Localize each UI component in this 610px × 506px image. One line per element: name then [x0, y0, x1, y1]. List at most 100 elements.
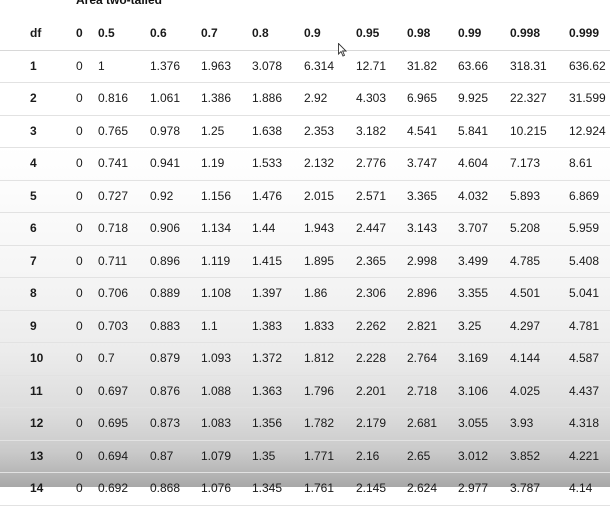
value-cell: 2.145	[356, 472, 407, 506]
value-cell: 0.87	[150, 440, 201, 473]
value-cell: 1.771	[304, 440, 356, 473]
df-cell: 8	[0, 277, 76, 311]
value-cell: 318.31	[510, 50, 569, 83]
value-cell: 7.173	[510, 147, 569, 181]
table-row: 8 0 0.706 0.889 1.108 1.397 1.86 2.306 2.896 3.35…	[0, 277, 610, 311]
df-cell: 5	[0, 180, 76, 213]
value-cell: 1.895	[304, 245, 356, 278]
value-cell: 0.718	[98, 212, 150, 246]
value-cell: 0	[76, 440, 98, 473]
value-cell: 5.959	[569, 212, 610, 246]
value-cell: 3.25	[458, 310, 510, 343]
value-cell: 0.879	[150, 342, 201, 376]
value-cell: 0	[76, 147, 98, 181]
value-cell: 1.638	[252, 115, 304, 148]
value-cell: 4.032	[458, 180, 510, 213]
value-cell: 3.012	[458, 440, 510, 473]
value-cell: 3.078	[252, 50, 304, 83]
value-cell: 0.889	[150, 277, 201, 311]
table-row: 1 0 1 1.376 1.963 3.078 6.314 12.71 31.82 63.66 31…	[0, 50, 610, 83]
value-cell: 0.727	[98, 180, 150, 213]
table-row: 9 0 0.703 0.883 1.1 1.383 1.833 2.262 2.821 3.25 4…	[0, 310, 610, 343]
value-cell: 0.868	[150, 472, 201, 506]
value-cell: 3.499	[458, 245, 510, 278]
value-cell: 2.16	[356, 440, 407, 473]
value-cell: 8.61	[569, 147, 610, 181]
value-cell: 2.764	[407, 342, 458, 376]
value-cell: 0.692	[98, 472, 150, 506]
value-cell: 0	[76, 212, 98, 246]
value-cell: 0.92	[150, 180, 201, 213]
value-cell: 1.833	[304, 310, 356, 343]
value-cell: 2.365	[356, 245, 407, 278]
value-cell: 5.893	[510, 180, 569, 213]
value-cell: 4.437	[569, 375, 610, 408]
t-distribution-table: df 0 0.5 0.6 0.7 0.8 0.9 0.95 0.98 0.99 0.998 0.999…	[0, 18, 610, 506]
value-cell: 0.706	[98, 277, 150, 311]
table-row: 2 0 0.816 1.061 1.386 1.886 2.92 4.303 6.965 9.92…	[0, 82, 610, 116]
table-header-row: df 0 0.5 0.6 0.7 0.8 0.9 0.95 0.98 0.99 0.998 0.999	[0, 18, 610, 51]
value-cell: 1.415	[252, 245, 304, 278]
value-cell: 1.886	[252, 82, 304, 116]
value-cell: 2.718	[407, 375, 458, 408]
value-cell: 1.076	[201, 472, 252, 506]
value-cell: 1.35	[252, 440, 304, 473]
value-cell: 63.66	[458, 50, 510, 83]
value-cell: 0.694	[98, 440, 150, 473]
value-cell: 0.703	[98, 310, 150, 343]
value-cell: 2.571	[356, 180, 407, 213]
value-cell: 0.697	[98, 375, 150, 408]
value-cell: 1.079	[201, 440, 252, 473]
value-cell: 2.132	[304, 147, 356, 181]
value-cell: 0.941	[150, 147, 201, 181]
df-cell: 13	[0, 440, 76, 473]
table-body: 1 0 1 1.376 1.963 3.078 6.314 12.71 31.82 63.66 31…	[0, 50, 610, 506]
value-cell: 0.906	[150, 212, 201, 246]
value-cell: 1.943	[304, 212, 356, 246]
value-cell: 1.376	[150, 50, 201, 83]
table-row: 4 0 0.741 0.941 1.19 1.533 2.132 2.776 3.747 4.60…	[0, 147, 610, 181]
value-cell: 4.604	[458, 147, 510, 181]
value-cell: 1.19	[201, 147, 252, 181]
df-cell: 3	[0, 115, 76, 148]
value-cell: 5.841	[458, 115, 510, 148]
value-cell: 2.179	[356, 407, 407, 441]
value-cell: 4.785	[510, 245, 569, 278]
df-cell: 12	[0, 407, 76, 441]
value-cell: 31.82	[407, 50, 458, 83]
value-cell: 3.707	[458, 212, 510, 246]
value-cell: 1.86	[304, 277, 356, 311]
value-cell: 3.055	[458, 407, 510, 441]
value-cell: 1.372	[252, 342, 304, 376]
value-cell: 2.353	[304, 115, 356, 148]
value-cell: 1.383	[252, 310, 304, 343]
value-cell: 6.869	[569, 180, 610, 213]
value-cell: 0	[76, 277, 98, 311]
value-cell: 5.208	[510, 212, 569, 246]
value-cell: 3.182	[356, 115, 407, 148]
table-row: 7 0 0.711 0.896 1.119 1.415 1.895 2.365 2.998 3.4…	[0, 245, 610, 278]
value-cell: 0	[76, 342, 98, 376]
value-cell: 3.747	[407, 147, 458, 181]
df-cell: 7	[0, 245, 76, 278]
header-area-col: 0.7	[201, 18, 252, 51]
value-cell: 4.587	[569, 342, 610, 376]
value-cell: 2.977	[458, 472, 510, 506]
value-cell: 0.978	[150, 115, 201, 148]
value-cell: 1.156	[201, 180, 252, 213]
value-cell: 1.356	[252, 407, 304, 441]
header-area-col: 0.99	[458, 18, 510, 51]
value-cell: 4.14	[569, 472, 610, 506]
value-cell: 12.924	[569, 115, 610, 148]
value-cell: 1.061	[150, 82, 201, 116]
value-cell: 5.408	[569, 245, 610, 278]
value-cell: 1.083	[201, 407, 252, 441]
value-cell: 4.297	[510, 310, 569, 343]
value-cell: 0.816	[98, 82, 150, 116]
header-df: df	[0, 18, 76, 51]
value-cell: 3.106	[458, 375, 510, 408]
value-cell: 1.44	[252, 212, 304, 246]
value-cell: 1.782	[304, 407, 356, 441]
value-cell: 0	[76, 310, 98, 343]
df-cell: 6	[0, 212, 76, 246]
